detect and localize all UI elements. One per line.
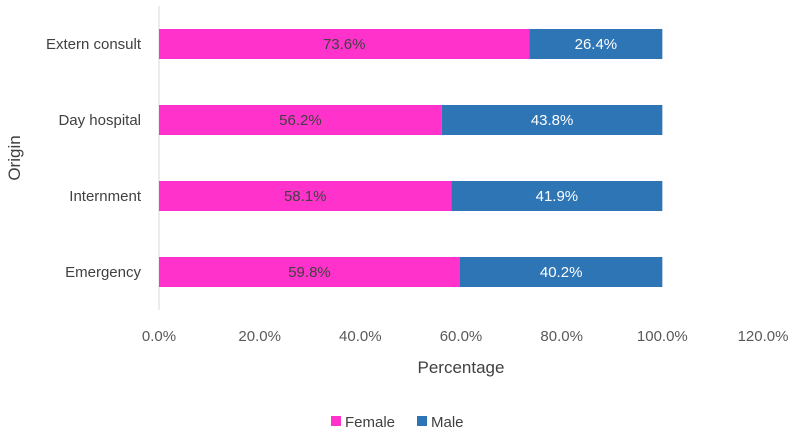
x-tick-label: 60.0%: [440, 328, 483, 345]
bar-male-extern-consult: [529, 29, 663, 59]
legend-label-male: Male: [431, 414, 464, 431]
data-label-female-emergency: 59.8%: [288, 264, 331, 281]
data-label-female-day-hospital: 56.2%: [279, 112, 322, 129]
x-axis-title: Percentage: [418, 358, 505, 377]
x-tick-label: 120.0%: [738, 328, 789, 345]
category-label-internment: Internment: [69, 188, 142, 205]
y-axis-title: Origin: [5, 135, 24, 180]
category-label-emergency: Emergency: [65, 264, 141, 281]
bars-layer: [159, 29, 663, 287]
category-labels-layer: Extern consult Day hospital Internment Emer…: [46, 36, 142, 281]
x-tick-label: 40.0%: [339, 328, 382, 345]
x-tick-label: 0.0%: [142, 328, 176, 345]
data-label-female-internment: 58.1%: [284, 188, 327, 205]
bar-female-extern-consult: [159, 29, 530, 59]
x-tick-label: 20.0%: [238, 328, 281, 345]
bar-female-internment: [159, 181, 452, 211]
legend: Female Male: [331, 414, 464, 431]
data-labels-layer: 73.6% 26.4% 56.2% 43.8% 58.1% 41.9% 59.8% 40.2%: [279, 36, 617, 281]
x-tick-label: 100.0%: [637, 328, 688, 345]
bar-female-emergency: [159, 257, 460, 287]
bar-male-internment: [451, 181, 663, 211]
data-label-male-internment: 41.9%: [536, 188, 579, 205]
x-tick-label: 80.0%: [540, 328, 583, 345]
data-label-male-emergency: 40.2%: [540, 264, 583, 281]
data-label-male-extern-consult: 26.4%: [575, 36, 618, 53]
category-label-day-hospital: Day hospital: [58, 112, 141, 129]
legend-swatch-female: [331, 416, 341, 426]
legend-label-female: Female: [345, 414, 395, 431]
category-label-extern-consult: Extern consult: [46, 36, 142, 53]
bar-female-day-hospital: [159, 105, 442, 135]
bar-male-day-hospital: [441, 105, 663, 135]
x-tick-labels: 0.0% 20.0% 40.0% 60.0% 80.0% 100.0% 120.0%: [142, 328, 789, 345]
bar-male-emergency: [459, 257, 663, 287]
legend-swatch-male: [417, 416, 427, 426]
data-label-female-extern-consult: 73.6%: [323, 36, 366, 53]
data-label-male-day-hospital: 43.8%: [531, 112, 574, 129]
